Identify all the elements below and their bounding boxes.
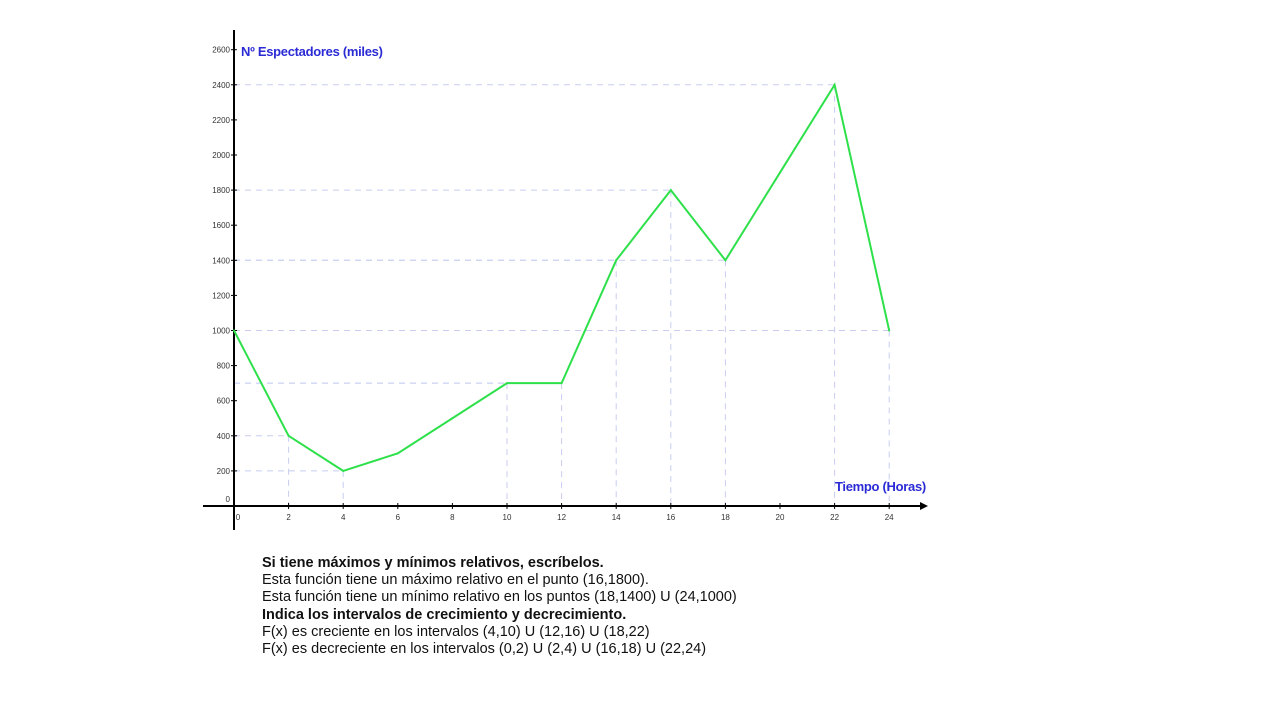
answer-minimum: Esta función tiene un mínimo relativo en… [262,589,737,606]
x-tick-label-22: 22 [830,513,839,522]
x-axis-arrow [920,502,928,510]
data-point-10 [506,382,508,385]
data-point-20 [779,171,781,174]
data-point-6 [396,452,399,455]
y-tick-label-1800: 1800 [212,186,230,195]
axis-ticks: 0 2 4 6 8 10 12 14 16 18 20 22 240200400600800100012… [212,46,894,522]
series-line-0 [233,82,891,472]
x-tick-label-6: 6 [396,513,401,522]
y-tick-label-1400: 1400 [212,256,230,265]
x-tick-label-24: 24 [885,513,894,522]
data-point-4 [342,469,345,472]
y-tick-label-1000: 1000 [212,327,230,336]
x-tick-label-12: 12 [557,513,566,522]
data-point-8 [451,417,454,420]
y-tick-label-0: 0 [226,495,231,504]
answer-decreasing: F(x) es decreciente en los intervalos (0… [262,641,707,658]
x-tick-label-20: 20 [776,513,785,522]
answer-text: Si tiene máximos y mínimos relativos, es… [262,555,1162,658]
x-tick-label-18: 18 [721,513,730,522]
data-point-22 [833,83,836,86]
question-intervals: Indica los intervalos de crecimiento y d… [262,606,627,623]
y-tick-label-1200: 1200 [212,291,230,300]
y-tick-label-200: 200 [217,467,231,476]
data-point-0 [233,329,235,332]
x-tick-label-10: 10 [503,513,512,522]
y-tick-label-2400: 2400 [212,81,230,90]
data-point-12 [560,382,563,385]
question-extrema: Si tiene máximos y mínimos relativos, es… [262,555,604,571]
y-tick-label-600: 600 [217,397,231,406]
y-tick-label-2600: 2600 [212,46,230,55]
guide-lines [234,84,890,506]
data-point-16 [669,189,672,192]
data-point-14 [615,259,618,262]
x-tick-label-0: 0 [236,513,241,522]
chart-axes [203,30,928,530]
y-axis-title: Nº Espectadores (miles) [241,44,383,59]
x-tick-label-4: 4 [341,513,346,522]
y-tick-label-800: 800 [217,362,231,371]
y-tick-label-400: 400 [217,432,231,441]
y-tick-label-2000: 2000 [212,151,230,160]
x-axis-title: Tiempo (Horas) [835,479,926,494]
y-tick-label-2200: 2200 [212,116,230,125]
answer-increasing: F(x) es creciente en los intervalos (4,1… [262,623,650,640]
x-tick-label-14: 14 [612,513,621,522]
x-tick-label-8: 8 [450,513,455,522]
x-tick-label-16: 16 [666,513,675,522]
y-tick-label-1600: 1600 [212,221,230,230]
data-point-24 [888,329,891,332]
data-point-2 [287,434,290,437]
series-group [233,82,891,472]
data-point-18 [724,259,727,262]
answer-maximum: Esta función tiene un máximo relativo en… [262,572,649,589]
x-tick-label-2: 2 [286,513,291,522]
